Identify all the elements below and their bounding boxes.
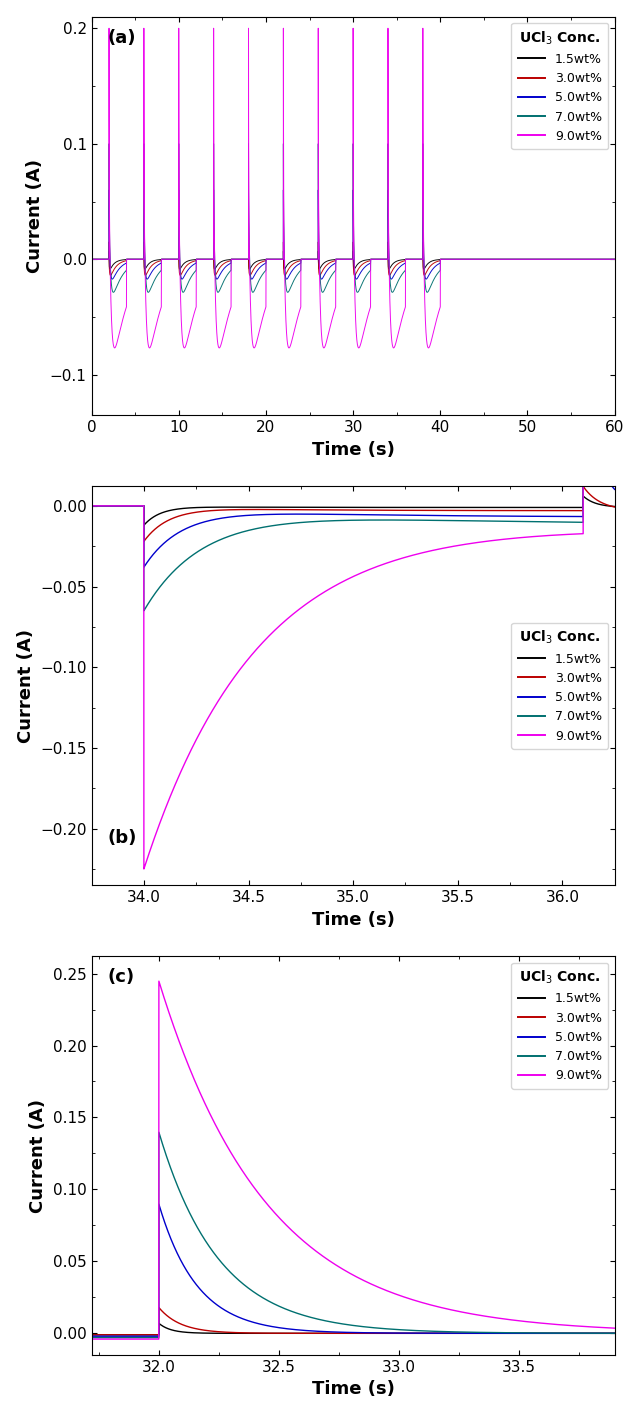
X-axis label: Time (s): Time (s): [312, 440, 395, 458]
Y-axis label: Current (A): Current (A): [26, 158, 44, 273]
Text: (a): (a): [107, 28, 136, 47]
X-axis label: Time (s): Time (s): [312, 1381, 395, 1398]
Y-axis label: Current (A): Current (A): [17, 628, 35, 743]
Text: (c): (c): [107, 968, 135, 986]
Text: (b): (b): [107, 829, 137, 848]
X-axis label: Time (s): Time (s): [312, 910, 395, 928]
Legend: 1.5wt%, 3.0wt%, 5.0wt%, 7.0wt%, 9.0wt%: 1.5wt%, 3.0wt%, 5.0wt%, 7.0wt%, 9.0wt%: [512, 962, 608, 1088]
Legend: 1.5wt%, 3.0wt%, 5.0wt%, 7.0wt%, 9.0wt%: 1.5wt%, 3.0wt%, 5.0wt%, 7.0wt%, 9.0wt%: [512, 623, 608, 749]
Legend: 1.5wt%, 3.0wt%, 5.0wt%, 7.0wt%, 9.0wt%: 1.5wt%, 3.0wt%, 5.0wt%, 7.0wt%, 9.0wt%: [512, 23, 608, 149]
Y-axis label: Current (A): Current (A): [29, 1098, 47, 1213]
